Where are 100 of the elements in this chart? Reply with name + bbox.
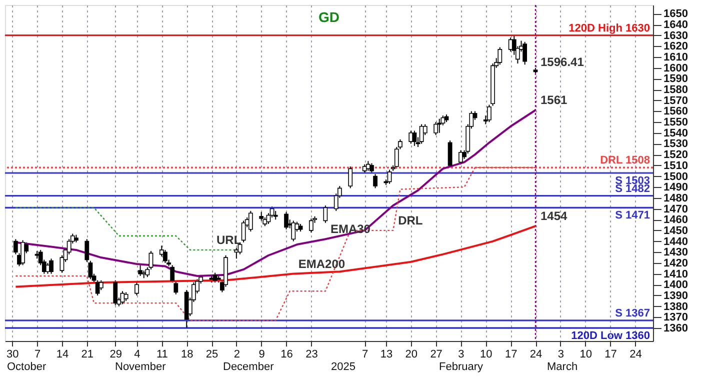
text: March bbox=[547, 361, 578, 373]
y-tick-label: 1620 bbox=[664, 40, 688, 53]
candlestick bbox=[309, 218, 314, 234]
candlestick bbox=[134, 282, 139, 296]
y-tick-label: 1420 bbox=[664, 257, 688, 270]
ref-line-label: S 1471 bbox=[615, 210, 650, 222]
candlestick bbox=[370, 162, 374, 174]
candlestick bbox=[84, 238, 90, 262]
candlestick bbox=[234, 247, 239, 260]
x-tick-label: 18 bbox=[180, 348, 194, 360]
ref-line-label: DRL 1508 bbox=[600, 154, 650, 167]
y-tick-label: 1650 bbox=[664, 8, 688, 20]
y-tick-label: 1440 bbox=[664, 236, 688, 248]
x-tick-label: 7 bbox=[34, 348, 41, 360]
candlestick bbox=[437, 118, 442, 134]
candlestick bbox=[163, 249, 168, 264]
y-tick-label: 1550 bbox=[664, 116, 688, 129]
candlestick bbox=[387, 169, 392, 184]
text: October bbox=[7, 361, 46, 373]
candlestick bbox=[348, 166, 353, 189]
candlestick bbox=[138, 264, 142, 276]
annotation: 1561 bbox=[540, 93, 568, 108]
y-tick-label: 1530 bbox=[664, 138, 688, 150]
candlestick bbox=[412, 130, 417, 146]
y-tick-label: 1630 bbox=[664, 30, 688, 42]
x-tick-label: 10 bbox=[580, 348, 592, 360]
y-tick-label: 1380 bbox=[664, 300, 688, 313]
x-tick-label: 7 bbox=[362, 348, 368, 360]
y-tick-label: 1490 bbox=[664, 182, 688, 194]
candlestick bbox=[487, 104, 492, 123]
y-tick-label: 1600 bbox=[664, 62, 688, 74]
x-tick-label: 17 bbox=[604, 348, 617, 360]
candlestick bbox=[373, 174, 378, 189]
x-tick-label: 4 bbox=[134, 348, 140, 360]
y-tick-label: 1400 bbox=[664, 279, 688, 292]
text: February bbox=[439, 361, 484, 373]
y-tick-label: 1480 bbox=[664, 192, 688, 204]
candlestick bbox=[448, 140, 452, 168]
x-tick-label: 20 bbox=[405, 348, 418, 360]
y-tick-label: 1410 bbox=[664, 268, 688, 280]
ref-line-label: 120D High 1630 bbox=[568, 22, 650, 34]
y-tick-label: 1360 bbox=[664, 322, 688, 334]
x-tick-label: 21 bbox=[81, 348, 94, 360]
candlestick bbox=[248, 210, 253, 232]
x-tick-label: 17 bbox=[504, 348, 518, 360]
text: November bbox=[115, 361, 166, 373]
annotation: 1596.41 bbox=[540, 54, 584, 69]
annotation: GD bbox=[318, 9, 340, 25]
x-tick-label: 23 bbox=[306, 348, 318, 360]
y-tick-label: 1500 bbox=[664, 170, 688, 183]
x-tick-label: 24 bbox=[530, 348, 542, 360]
candlestick bbox=[95, 280, 100, 296]
x-tick-label: 2 bbox=[234, 348, 240, 360]
ref-line-label: S 1482 bbox=[615, 182, 650, 195]
x-tick-label: 25 bbox=[206, 348, 218, 360]
annotation: EMA200 bbox=[298, 256, 346, 271]
candlestick bbox=[212, 272, 218, 283]
ref-line-label: S 1367 bbox=[615, 307, 650, 320]
y-tick-label: 1560 bbox=[664, 106, 688, 118]
y-tick-label: 1510 bbox=[664, 160, 688, 172]
y-tick-label: 1390 bbox=[664, 290, 688, 302]
x-tick-label: 27 bbox=[430, 348, 442, 360]
candlestick bbox=[13, 238, 18, 255]
candlestick bbox=[49, 258, 54, 274]
y-tick-label: 1570 bbox=[664, 94, 688, 107]
y-tick-label: 1460 bbox=[664, 214, 688, 226]
candlestick bbox=[323, 205, 328, 224]
y-tick-label: 1640 bbox=[664, 19, 688, 32]
y-tick-label: 1470 bbox=[664, 203, 688, 216]
y-tick-label: 1430 bbox=[664, 246, 688, 259]
text: December bbox=[223, 361, 274, 373]
text: 2025 bbox=[331, 361, 356, 373]
candlestick bbox=[408, 130, 414, 144]
x-tick-label: 3 bbox=[558, 348, 564, 360]
x-tick-label: 13 bbox=[380, 348, 393, 360]
candlestick bbox=[20, 240, 25, 266]
annotation: DRL bbox=[398, 213, 423, 228]
candlestick bbox=[98, 280, 104, 291]
x-tick-label: 9 bbox=[258, 348, 265, 360]
ref-line-label: 120D Low 1360 bbox=[571, 330, 650, 342]
candlestick bbox=[498, 46, 502, 66]
x-tick-label: 14 bbox=[56, 348, 69, 360]
y-tick-label: 1520 bbox=[664, 149, 688, 162]
annotation: 1454 bbox=[540, 209, 568, 224]
line-series bbox=[14, 225, 537, 288]
candlestick bbox=[419, 124, 424, 144]
y-tick-label: 1540 bbox=[664, 127, 688, 140]
x-tick-label: 30 bbox=[6, 348, 19, 360]
y-tick-label: 1610 bbox=[664, 52, 688, 64]
x-tick-label: 11 bbox=[156, 348, 168, 360]
line-series bbox=[15, 166, 536, 322]
x-tick-label: 16 bbox=[280, 348, 293, 360]
x-tick-label: 24 bbox=[630, 348, 642, 360]
x-tick-label: 29 bbox=[110, 348, 122, 360]
candlestick bbox=[434, 122, 438, 136]
x-tick-label: 3 bbox=[458, 348, 464, 360]
candlestick bbox=[174, 280, 178, 295]
y-tick-label: 1590 bbox=[664, 73, 688, 86]
x-tick-label: 10 bbox=[480, 348, 492, 360]
candlestick bbox=[113, 280, 118, 306]
